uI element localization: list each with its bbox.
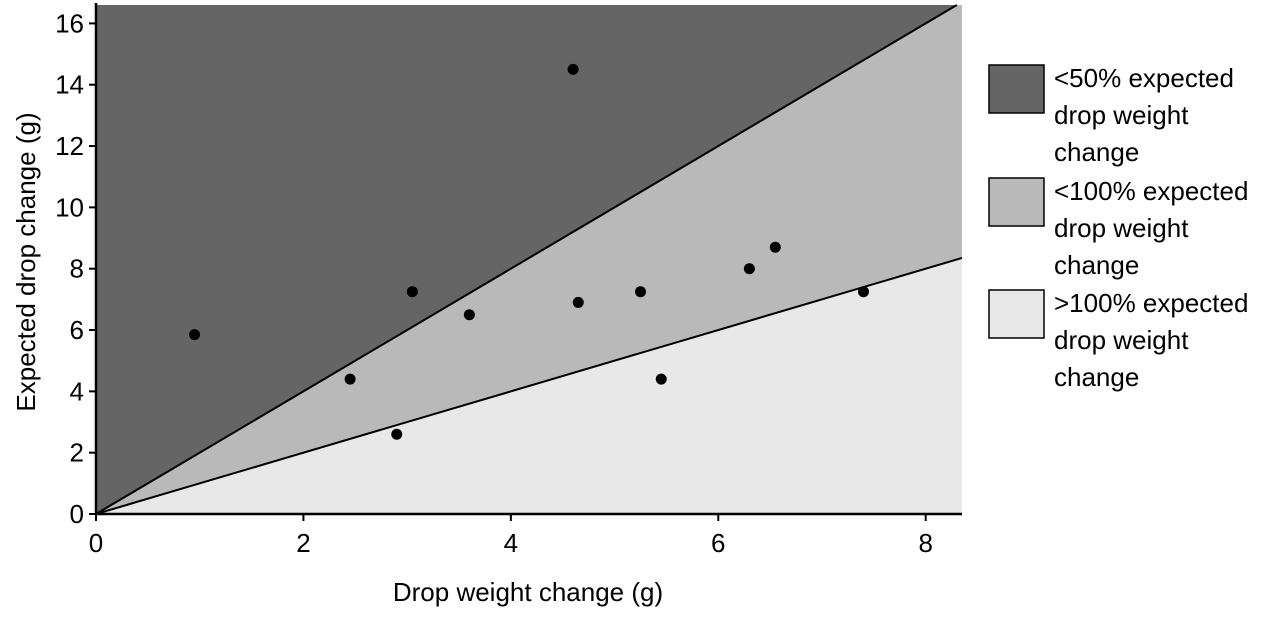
legend-label: change bbox=[1054, 250, 1139, 280]
legend-label: >100% expected bbox=[1054, 288, 1248, 318]
x-axis-ticks: 0 2 4 6 8 bbox=[89, 514, 933, 558]
legend-swatch bbox=[988, 177, 1045, 227]
data-point bbox=[406, 286, 418, 298]
legend-swatch bbox=[988, 289, 1045, 339]
x-tick-label: 6 bbox=[711, 528, 725, 558]
y-tick-label: 10 bbox=[55, 192, 84, 222]
data-point bbox=[769, 241, 781, 253]
data-point bbox=[743, 263, 755, 275]
data-point bbox=[344, 373, 356, 385]
y-tick-label: 8 bbox=[70, 254, 84, 284]
y-tick-label: 2 bbox=[70, 438, 84, 468]
y-axis-title: Expected drop change (g) bbox=[11, 112, 41, 411]
reference-line-shallow bbox=[95, 257, 963, 515]
data-point bbox=[857, 286, 869, 298]
legend-label: <50% expected bbox=[1054, 63, 1234, 93]
y-tick-label: 12 bbox=[55, 131, 84, 161]
data-point bbox=[634, 286, 646, 298]
legend-label: drop weight bbox=[1054, 100, 1189, 130]
x-tick-label: 8 bbox=[918, 528, 932, 558]
data-point bbox=[463, 309, 475, 321]
data-point bbox=[572, 296, 584, 308]
legend-label: drop weight bbox=[1054, 213, 1189, 243]
y-tick-label: 16 bbox=[55, 8, 84, 38]
y-axis-ticks: 0 2 4 6 8 10 12 14 16 bbox=[55, 8, 96, 529]
data-point bbox=[189, 329, 201, 341]
x-axis-title: Drop weight change (g) bbox=[393, 577, 663, 607]
data-point bbox=[391, 428, 403, 440]
reference-lines bbox=[95, 4, 963, 515]
legend-label: change bbox=[1054, 362, 1139, 392]
legend: <50% expected drop weight change <100% expe… bbox=[988, 63, 1248, 392]
reference-line-steep bbox=[95, 4, 958, 515]
legend-label: drop weight bbox=[1054, 325, 1189, 355]
y-tick-label: 0 bbox=[70, 499, 84, 529]
legend-label: change bbox=[1054, 137, 1139, 167]
x-tick-label: 2 bbox=[296, 528, 310, 558]
x-tick-label: 4 bbox=[504, 528, 518, 558]
y-tick-label: 14 bbox=[55, 70, 84, 100]
data-points bbox=[189, 63, 869, 440]
axes bbox=[94, 3, 962, 516]
y-tick-label: 6 bbox=[70, 315, 84, 345]
data-point bbox=[567, 63, 579, 75]
legend-label: <100% expected bbox=[1054, 176, 1248, 206]
data-point bbox=[655, 373, 667, 385]
x-tick-label: 0 bbox=[89, 528, 103, 558]
y-tick-label: 4 bbox=[70, 376, 84, 406]
legend-swatch bbox=[988, 64, 1045, 114]
